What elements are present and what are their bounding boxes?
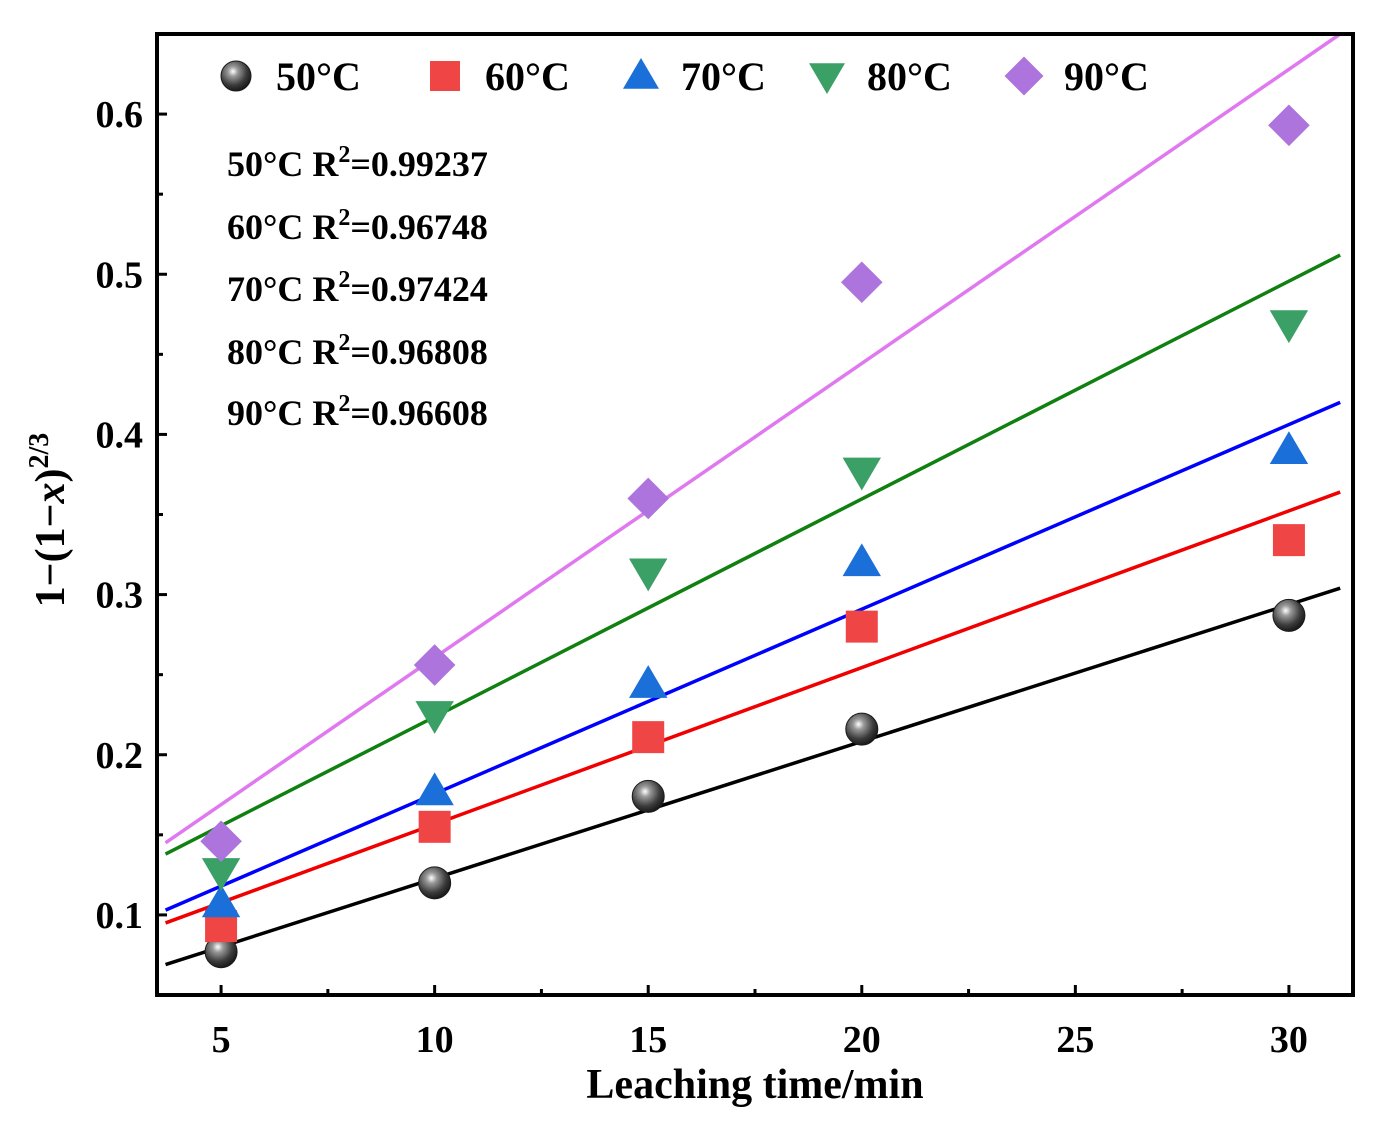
y-axis-title: 1−(1−x)2/3 xyxy=(24,433,74,608)
data-point-50C-30min xyxy=(1272,598,1306,632)
r2-annotation-70C: 70°C R2=0.97424 xyxy=(227,267,488,309)
fit-line-60C xyxy=(164,490,1341,925)
data-point-80C-15min xyxy=(629,558,668,592)
fit-line-80C xyxy=(164,253,1341,856)
data-point-50C-15min xyxy=(631,779,665,813)
x-tick-label: 5 xyxy=(212,1019,231,1061)
fit-line-50C xyxy=(165,586,1341,967)
y-tick-label: 0.1 xyxy=(96,895,144,937)
data-point-70C-20min xyxy=(842,543,881,577)
data-point-70C-30min xyxy=(1269,431,1309,465)
y-tick-label: 0.4 xyxy=(96,414,144,456)
data-point-80C-20min xyxy=(842,457,881,491)
r2-annotation-90C: 90°C R2=0.96608 xyxy=(227,391,488,433)
x-tick-label: 25 xyxy=(1056,1019,1094,1061)
r2-annotation-50C: 50°C R2=0.99237 xyxy=(227,142,488,184)
data-point-90C-30min xyxy=(1268,104,1310,147)
data-point-50C-20min xyxy=(845,712,879,746)
data-point-60C-15min xyxy=(632,721,665,754)
data-point-60C-20min xyxy=(845,610,878,643)
x-tick-label: 20 xyxy=(843,1019,881,1061)
fit-line-90C xyxy=(164,34,1342,845)
legend-marker-90C xyxy=(1004,56,1044,96)
data-point-80C-10min xyxy=(415,701,454,734)
legend-label-50C: 50°C xyxy=(276,54,361,99)
r2-annotation-80C: 80°C R2=0.96808 xyxy=(227,330,488,372)
legend-label-70C: 70°C xyxy=(681,54,766,99)
legend-marker-80C xyxy=(809,63,845,94)
legend-label-90C: 90°C xyxy=(1064,54,1149,99)
data-point-80C-5min xyxy=(201,858,241,891)
legend-label-80C: 80°C xyxy=(867,54,952,99)
legend-marker-50C xyxy=(220,60,252,92)
data-point-90C-10min xyxy=(413,644,456,686)
data-point-70C-15min xyxy=(629,665,668,698)
y-tick-label: 0.2 xyxy=(96,735,144,777)
x-tick-label: 10 xyxy=(416,1019,454,1061)
data-point-80C-30min xyxy=(1269,310,1309,344)
y-tick-label: 0.5 xyxy=(96,254,144,296)
data-point-50C-10min xyxy=(418,866,452,900)
x-tick-label: 15 xyxy=(629,1019,667,1061)
fit-line-70C xyxy=(164,400,1341,912)
data-point-70C-10min xyxy=(415,772,454,806)
legend-marker-70C xyxy=(623,58,659,89)
y-tick-label: 0.3 xyxy=(96,575,144,617)
legend-label-60C: 60°C xyxy=(485,54,570,99)
data-point-90C-20min xyxy=(840,261,883,304)
y-tick-label: 0.6 xyxy=(96,94,144,136)
legend-marker-60C xyxy=(430,61,460,91)
x-tick-label: 30 xyxy=(1270,1019,1308,1061)
data-point-90C-15min xyxy=(627,477,670,520)
data-point-70C-5min xyxy=(201,884,241,918)
r2-annotation-60C: 60°C R2=0.96748 xyxy=(227,205,488,247)
data-point-90C-5min xyxy=(200,820,242,863)
data-point-60C-30min xyxy=(1272,524,1305,557)
x-axis-title: Leaching time/min xyxy=(586,1062,923,1108)
data-point-60C-10min xyxy=(418,810,451,843)
